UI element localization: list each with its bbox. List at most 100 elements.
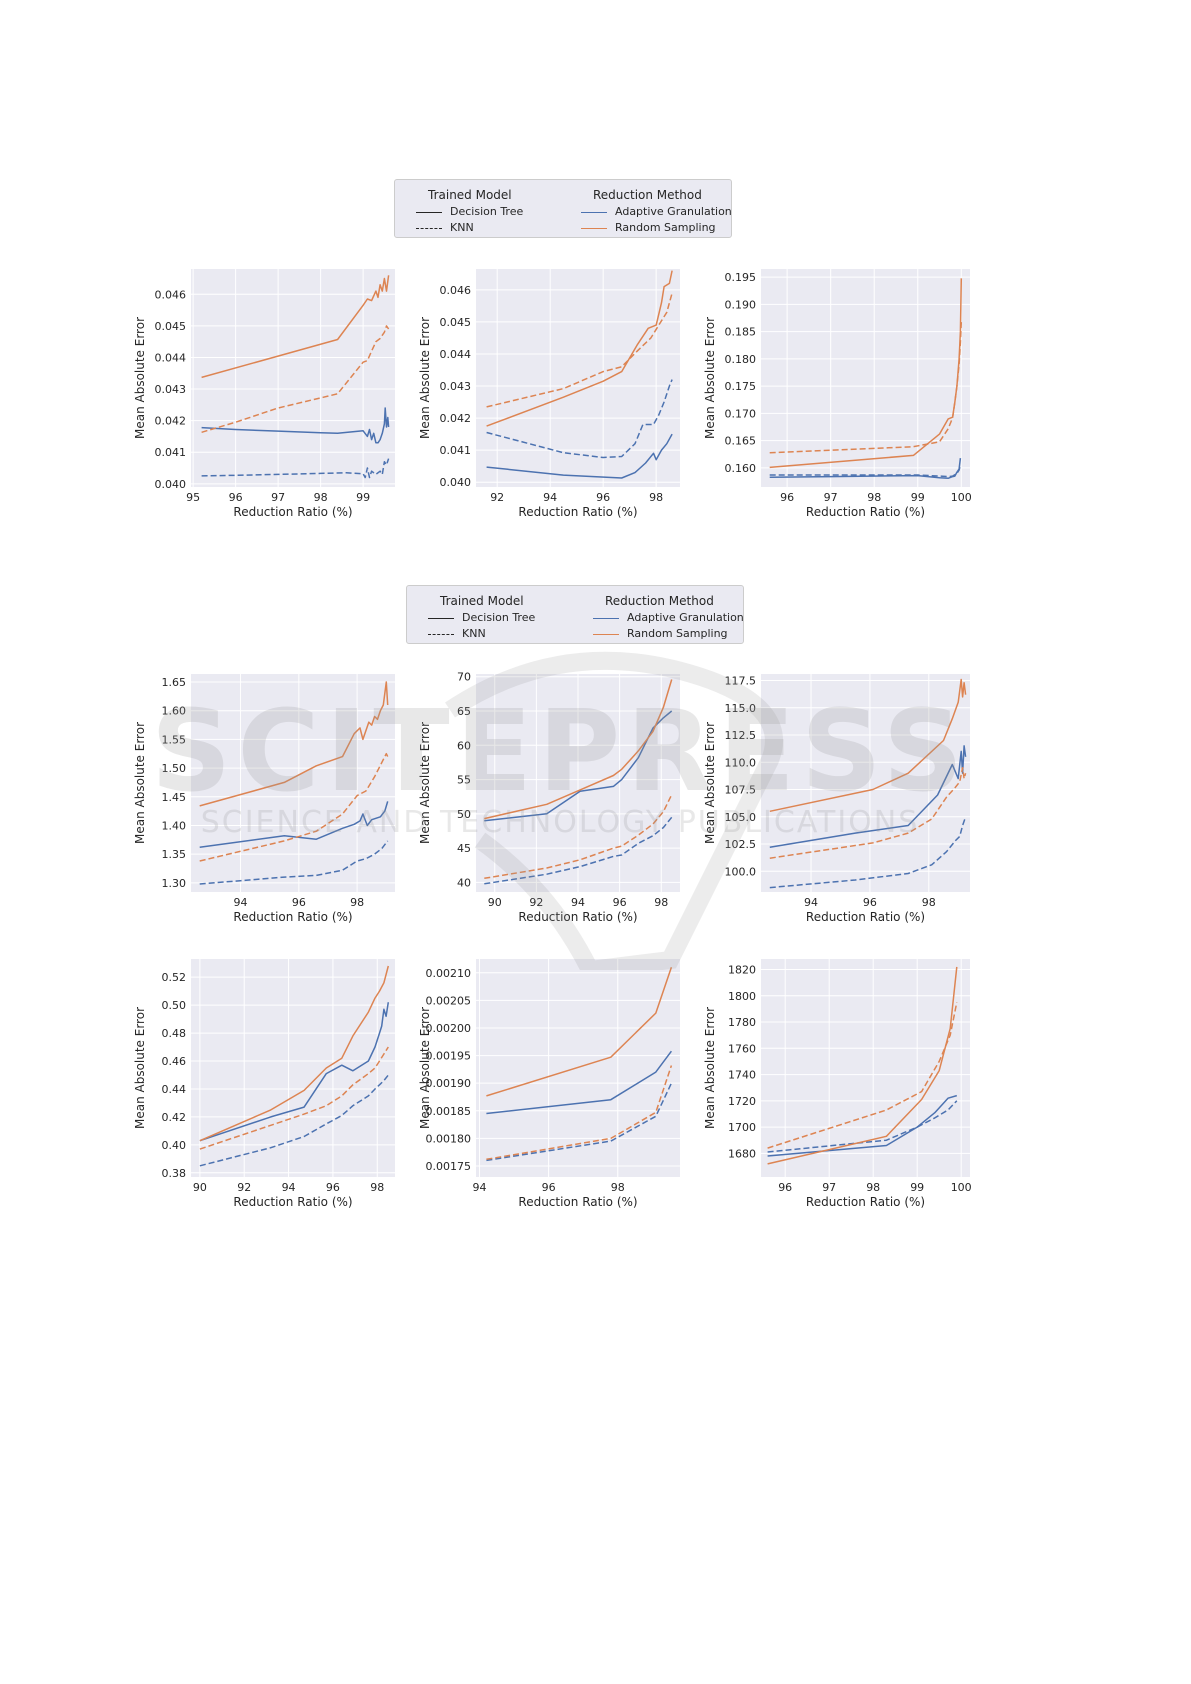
- y-tick-label: 0.40: [162, 1139, 187, 1152]
- y-tick-label: 1680: [728, 1147, 756, 1160]
- y-axis-label: Mean Absolute Error: [133, 317, 147, 439]
- x-tick-label: 98: [867, 491, 881, 504]
- decision-tree-adaptive-granulation-line: [199, 1002, 390, 1142]
- y-axis-label: Mean Absolute Error: [418, 1007, 432, 1129]
- y-tick-label: 1.30: [162, 877, 187, 890]
- knn-adaptive-granulation-line: [199, 840, 389, 885]
- y-axis-label: Mean Absolute Error: [418, 317, 432, 439]
- x-tick-label: 99: [910, 1181, 924, 1194]
- y-tick-label: 50: [457, 808, 471, 821]
- y-tick-label: 115.0: [725, 702, 757, 715]
- x-tick-label: 98: [314, 491, 328, 504]
- decision-tree-random-sampling-line: [201, 275, 390, 379]
- x-tick-label: 98: [649, 491, 663, 504]
- knn-random-sampling-line: [199, 752, 389, 862]
- legend-label: Decision Tree: [462, 611, 536, 624]
- y-axis-label: Mean Absolute Error: [133, 722, 147, 844]
- x-tick-label: 99: [356, 491, 370, 504]
- x-tick-label: 94: [543, 491, 557, 504]
- x-tick-label: 96: [596, 491, 610, 504]
- x-tick-label: 94: [282, 1181, 296, 1194]
- x-tick-label: 96: [542, 1181, 556, 1194]
- chart-panel-1: 95 96 97 98 99 0.040 0.041 0.042 0.043 0.044 0.045…: [133, 269, 395, 519]
- y-tick-label: 1820: [728, 964, 756, 977]
- plot-area: [761, 959, 970, 1177]
- y-tick-label: 0.165: [725, 435, 757, 448]
- y-tick-label: 0.040: [440, 476, 472, 489]
- y-tick-label: 70: [457, 671, 471, 684]
- dashed-line-swatch: [428, 633, 454, 635]
- y-tick-label: 0.043: [440, 380, 472, 393]
- y-tick-label: 100.0: [725, 865, 757, 878]
- x-tick-label: 98: [866, 1181, 880, 1194]
- legend-bottom: Trained Model Decision Tree KNN Reductio…: [406, 585, 744, 644]
- solid-line-swatch: [428, 617, 454, 619]
- x-tick-label: 96: [778, 1181, 792, 1194]
- chart-panel-7: 90 92 94 96 98 0.38 0.40 0.42 0.44 0.46 0.48 0.50 0.…: [133, 959, 395, 1209]
- y-tick-label: 107.5: [725, 784, 757, 797]
- blue-line-swatch: [581, 211, 607, 213]
- y-axis-label: Mean Absolute Error: [703, 1007, 717, 1129]
- y-tick-label: 110.0: [725, 756, 757, 769]
- knn-adaptive-granulation-line: [486, 379, 673, 459]
- decision-tree-random-sampling-line: [486, 967, 673, 1097]
- knn-random-sampling-line: [201, 325, 390, 434]
- decision-tree-adaptive-granulation-line: [484, 710, 673, 822]
- knn-adaptive-granulation-line: [199, 1074, 389, 1167]
- y-tick-label: 102.5: [725, 838, 757, 851]
- x-axis-label: Reduction Ratio (%): [518, 505, 637, 519]
- decision-tree-adaptive-granulation-line: [486, 433, 673, 479]
- y-tick-label: 0.041: [440, 444, 472, 457]
- y-tick-label: 0.046: [440, 284, 472, 297]
- x-tick-label: 98: [350, 896, 364, 909]
- legend-item-decision-tree: Decision Tree: [428, 611, 535, 624]
- y-tick-label: 0.00195: [426, 1050, 472, 1063]
- y-tick-label: 65: [457, 705, 471, 718]
- y-tick-label: 40: [457, 876, 471, 889]
- plot-area: [761, 269, 970, 487]
- decision-tree-random-sampling-line: [484, 679, 673, 820]
- y-tick-label: 0.045: [155, 320, 187, 333]
- gridlines: [191, 674, 395, 892]
- chart-panel-8: 94 96 98 0.00175 0.00180 0.00185 0.00190 0.0019…: [418, 959, 680, 1209]
- y-tick-label: 0.180: [725, 353, 757, 366]
- y-tick-label: 0.38: [162, 1167, 187, 1180]
- x-tick-label: 96: [326, 1181, 340, 1194]
- y-axis-label: Mean Absolute Error: [703, 317, 717, 439]
- y-tick-label: 1760: [728, 1042, 756, 1055]
- legend-label: KNN: [462, 627, 486, 640]
- x-tick-label: 98: [922, 896, 936, 909]
- gridlines: [476, 674, 680, 892]
- y-tick-label: 0.42: [162, 1111, 187, 1124]
- x-tick-label: 90: [193, 1181, 207, 1194]
- y-tick-label: 0.190: [725, 298, 757, 311]
- y-tick-label: 0.44: [162, 1083, 187, 1096]
- y-tick-label: 1.40: [162, 819, 187, 832]
- legend-item-decision-tree: Decision Tree: [416, 205, 523, 218]
- legend-item-random-sampling: Random Sampling: [581, 221, 716, 234]
- y-tick-label: 0.044: [155, 351, 187, 364]
- y-tick-label: 0.044: [440, 348, 472, 361]
- chart-panel-9: 96 97 98 99 100 1680 1700 1720 1740 1760 1780 1800 1…: [703, 959, 972, 1209]
- y-tick-label: 0.045: [440, 316, 472, 329]
- y-tick-label: 1.45: [162, 791, 187, 804]
- y-tick-label: 1.50: [162, 762, 187, 775]
- x-axis-label: Reduction Ratio (%): [518, 1195, 637, 1209]
- knn-adaptive-granulation-line: [769, 465, 962, 478]
- y-tick-label: 0.00190: [426, 1077, 472, 1090]
- legend-label: Random Sampling: [627, 627, 728, 640]
- y-tick-label: 0.48: [162, 1027, 187, 1040]
- decision-tree-adaptive-granulation-line: [769, 745, 967, 849]
- legend-model-title: Trained Model: [428, 188, 512, 202]
- x-tick-label: 92: [529, 896, 543, 909]
- y-tick-label: 1.55: [162, 733, 187, 746]
- x-tick-label: 94: [804, 896, 818, 909]
- x-tick-label: 100: [951, 1181, 972, 1194]
- decision-tree-random-sampling-line: [199, 681, 389, 807]
- plot-area: [191, 674, 395, 892]
- plot-area: [476, 269, 680, 487]
- decision-tree-random-sampling-line: [769, 678, 967, 813]
- legend-model-title: Trained Model: [440, 594, 524, 608]
- plot-area: [191, 269, 395, 487]
- plot-area: [761, 674, 970, 892]
